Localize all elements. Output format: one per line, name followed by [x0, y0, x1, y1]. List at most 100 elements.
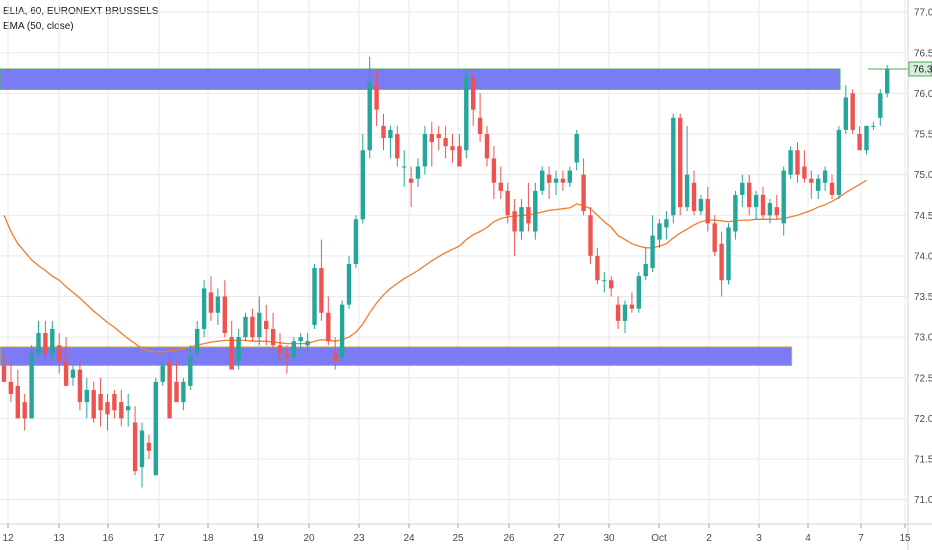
candle-body: [181, 381, 186, 403]
candle-body: [836, 129, 842, 195]
candle-body: [422, 134, 428, 167]
candle-body: [809, 178, 814, 183]
candle-body: [277, 345, 283, 354]
candle: [657, 219, 662, 248]
candle: [415, 158, 421, 187]
candle: [809, 170, 814, 199]
price-tick-label: 73.0: [914, 333, 932, 344]
candle: [429, 121, 434, 167]
candle: [760, 186, 766, 220]
candle: [733, 190, 738, 240]
ema-line: [3, 179, 867, 353]
candle-body: [402, 166, 407, 168]
candle-body: [208, 292, 214, 313]
price-tick-label: 71.0: [914, 495, 932, 506]
candle-body: [864, 125, 869, 151]
candle: [443, 125, 448, 159]
candle-body: [195, 329, 200, 354]
candle-body: [477, 117, 483, 134]
candle: [878, 89, 883, 126]
candle-body: [671, 117, 676, 216]
candle: [402, 150, 407, 187]
candle-body: [70, 369, 76, 378]
indicator-legend: EMA (50, close): [3, 21, 74, 32]
candle-body: [636, 276, 641, 309]
candle-body: [684, 174, 690, 208]
candle-body: [843, 97, 848, 130]
candle-body: [1, 365, 7, 382]
candle: [553, 170, 559, 195]
candle: [678, 113, 683, 216]
candle-body: [878, 93, 883, 118]
candle: [15, 369, 20, 419]
candle: [43, 320, 48, 362]
candle-body: [546, 174, 552, 183]
candle: [257, 296, 262, 346]
candle-body: [36, 333, 41, 354]
candle-body: [753, 194, 759, 208]
candle: [491, 146, 497, 199]
candle: [408, 166, 414, 208]
candle: [84, 377, 89, 419]
candle-body: [63, 361, 69, 386]
candle: [146, 434, 152, 459]
candle: [119, 389, 124, 427]
candle-body: [705, 199, 710, 224]
candle: [77, 361, 83, 411]
candle: [719, 231, 724, 297]
candle: [236, 329, 241, 370]
candle-body: [215, 296, 221, 313]
candle-body: [22, 402, 27, 419]
candle: [174, 361, 179, 403]
candle-body: [512, 211, 517, 232]
candle: [195, 320, 200, 358]
candle: [885, 64, 890, 98]
candle-body: [388, 129, 393, 139]
price-tick-label: 76.0: [914, 89, 932, 100]
candle-body: [629, 304, 635, 309]
time-axis[interactable]: 12 13 16 17 18 19 20 23 24 25 26 27 30 Oct 2 3 4 7 15: [0, 523, 932, 544]
candle: [1, 353, 7, 382]
candle: [643, 247, 648, 281]
candle: [684, 125, 690, 212]
candle: [609, 276, 614, 297]
candle-body: [167, 361, 172, 419]
candle-body: [698, 199, 704, 212]
candle-body: [857, 134, 862, 151]
candle-body: [471, 77, 476, 110]
time-tick-label: 7: [858, 533, 864, 544]
candle-body: [553, 178, 559, 183]
last-price-tag-box: [908, 61, 932, 77]
candle: [505, 182, 510, 224]
candle: [319, 239, 324, 321]
candle: [112, 389, 117, 419]
candle-body: [457, 146, 462, 167]
candle: [816, 174, 821, 199]
candle: [726, 223, 731, 285]
candle: [395, 125, 400, 167]
candle: [457, 134, 462, 167]
candle-body: [174, 381, 179, 403]
candle: [477, 93, 483, 143]
candle: [22, 394, 27, 431]
candle: [788, 146, 793, 179]
candle-body: [429, 134, 434, 143]
candle-body: [15, 385, 20, 419]
price-axis[interactable]: 71.0 71.5 72.0 72.5 73.0 73.5 74.0 74.5 75.0 75.5…: [907, 0, 932, 550]
candle: [264, 304, 269, 346]
candle-body: [126, 406, 131, 411]
candle-body: [112, 394, 117, 411]
candle-body: [498, 182, 503, 191]
candle: [712, 215, 717, 256]
candle: [540, 166, 545, 195]
candle: [857, 125, 862, 151]
candle: [381, 113, 386, 151]
candle-body: [415, 166, 421, 179]
candle: [208, 276, 214, 321]
candle: [50, 320, 55, 362]
candle-body: [119, 402, 124, 419]
candle: [63, 337, 69, 386]
candle-body: [574, 134, 579, 163]
candle: [822, 166, 828, 191]
